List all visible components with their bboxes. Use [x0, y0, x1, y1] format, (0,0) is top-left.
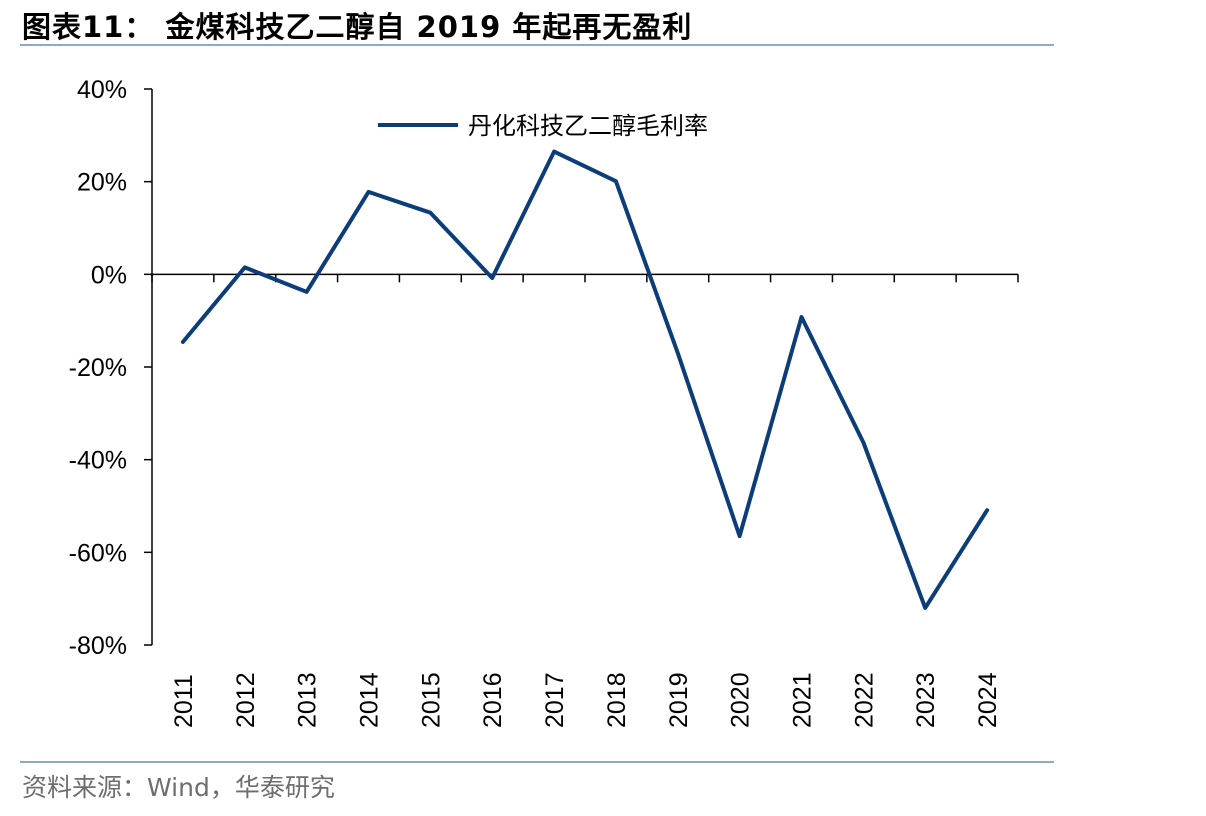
series-group [180, 149, 990, 610]
x-tick-label: 2021 [789, 672, 817, 728]
legend-label: 丹化科技乙二醇毛利率 [468, 112, 708, 140]
data-point [491, 277, 493, 279]
x-tick-label: 2019 [665, 672, 693, 728]
data-point [368, 191, 369, 193]
x-tick-label: 2023 [912, 672, 940, 728]
legend: 丹化科技乙二醇毛利率 [378, 112, 708, 140]
source-divider [20, 761, 1054, 763]
data-point [924, 607, 926, 609]
source-note: 资料来源：Wind，华泰研究 [22, 773, 335, 802]
data-point [801, 316, 802, 318]
data-point [677, 352, 679, 354]
x-tick-label: 2016 [479, 672, 507, 728]
y-tick-label: -60% [69, 539, 127, 567]
data-point [739, 535, 741, 537]
x-tick-label: 2024 [974, 672, 1002, 728]
x-tick-label: 2022 [850, 672, 878, 728]
x-tick-label: 2012 [232, 672, 260, 728]
x-tick-label: 2018 [603, 672, 631, 728]
data-point [615, 180, 617, 182]
y-tick-label: -20% [69, 354, 127, 382]
chart-axes [144, 88, 1019, 646]
data-point [862, 442, 864, 444]
y-tick-label: -80% [69, 632, 127, 660]
data-point [986, 509, 988, 511]
x-tick-label: 2011 [170, 674, 198, 728]
y-tick-label: -40% [69, 447, 127, 475]
x-tick-label: 2013 [294, 672, 322, 728]
y-tick-labels: 40% 20% 0% -20% -40% -60% -80% [69, 76, 127, 660]
data-point [553, 151, 555, 153]
title-divider [20, 44, 1054, 46]
figure-title: 图表11： 金煤科技乙二醇自 2019 年起再无盈利 [22, 10, 693, 44]
y-tick-label: 40% [77, 76, 127, 104]
x-tick-label: 2020 [727, 672, 755, 728]
y-tick-label: 0% [91, 261, 127, 289]
data-point [429, 212, 431, 214]
x-tick-label: 2015 [417, 672, 445, 728]
series-line [180, 149, 990, 610]
x-tick-labels: 2011 2012 2013 2014 2015 2016 2017 2018 2019 2020… [170, 672, 1002, 728]
x-tick-label: 2017 [541, 672, 569, 728]
y-tick-label: 20% [77, 169, 127, 197]
data-point [244, 266, 246, 268]
data-point [182, 341, 184, 343]
data-point [306, 291, 308, 293]
x-tick-label: 2014 [356, 672, 384, 728]
